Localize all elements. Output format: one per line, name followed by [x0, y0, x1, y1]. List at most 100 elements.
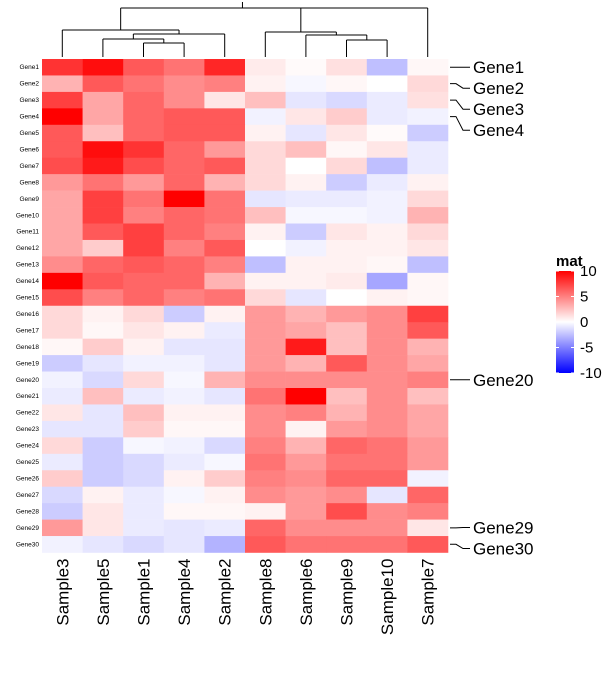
heatmap-cell — [407, 371, 449, 389]
heatmap-cell — [82, 207, 124, 224]
heatmap-cell — [42, 59, 83, 76]
heatmap-cell — [326, 355, 368, 372]
heatmap-cell — [366, 322, 408, 339]
heatmap-cell — [366, 190, 408, 208]
heatmap-cell — [82, 305, 124, 323]
heatmap-cell — [123, 223, 165, 241]
heatmap-cell — [82, 141, 124, 158]
heatmap-cell — [326, 91, 368, 109]
heatmap-cell — [326, 108, 368, 126]
row-label: Gene20 — [16, 377, 40, 384]
heatmap-cell — [285, 437, 327, 455]
heatmap-cell — [123, 157, 165, 175]
heatmap-cell — [42, 256, 83, 274]
heatmap-cell — [407, 453, 449, 471]
heatmap-cell — [326, 223, 368, 241]
heatmap-cell — [204, 519, 246, 537]
heatmap-cell — [285, 305, 327, 323]
heatmap-cell — [285, 404, 327, 422]
heatmap-cell — [163, 486, 205, 504]
heatmap-cell — [245, 355, 286, 372]
heatmap-cell — [326, 503, 368, 520]
heatmap-cell — [366, 338, 408, 356]
heatmap-cell — [407, 75, 449, 93]
heatmap-cell — [123, 453, 165, 471]
heatmap-cell — [123, 503, 165, 520]
heatmap-cell — [163, 174, 205, 191]
heatmap-cell — [245, 371, 286, 389]
heatmap-cell — [163, 388, 205, 405]
heatmap-cell — [123, 486, 165, 504]
legend-tick-label: -5 — [580, 340, 593, 357]
highlighted-gene-label: Gene30 — [473, 540, 534, 559]
heatmap-cell — [326, 486, 368, 504]
heatmap-cell — [407, 536, 449, 553]
heatmap-cell — [245, 124, 286, 142]
heatmap-cell — [326, 190, 368, 208]
row-label: Gene28 — [16, 508, 40, 515]
heatmap-cell — [42, 223, 83, 241]
heatmap-cell — [204, 437, 246, 455]
heatmap-cell — [42, 486, 83, 504]
row-label: Gene5 — [19, 130, 39, 137]
heatmap-cell — [163, 108, 205, 126]
heatmap-cell — [245, 536, 286, 553]
heatmap-cell — [123, 190, 165, 208]
heatmap-cell — [123, 404, 165, 422]
heatmap-cell — [285, 289, 327, 307]
heatmap-cell — [245, 190, 286, 208]
heatmap-cell — [82, 437, 124, 455]
heatmap-cell — [163, 124, 205, 142]
heatmap-cell — [407, 289, 449, 307]
heatmap-cell — [285, 355, 327, 372]
heatmap-cell — [245, 338, 286, 356]
row-label: Gene24 — [16, 443, 40, 450]
heatmap-cell — [163, 338, 205, 356]
heatmap-cell — [245, 470, 286, 487]
row-label: Gene14 — [16, 278, 40, 285]
heatmap-cell — [366, 272, 408, 290]
row-labels: Gene1 Gene2 Gene3 Gene4 Gene5 Gene6 Gene7 Gene8… — [16, 64, 40, 548]
heatmap-cell — [204, 157, 246, 175]
heatmap-cell — [42, 124, 83, 142]
heatmap-cell — [204, 207, 246, 224]
heatmap-cell — [123, 75, 165, 93]
heatmap-cell — [163, 91, 205, 109]
column-labels: Sample3 Sample5 Sample1 Sample4 Sample2 Sampl… — [53, 559, 437, 636]
heatmap-cell — [123, 420, 165, 438]
heatmap-cell — [366, 355, 408, 372]
heatmap-cell — [326, 207, 368, 224]
heatmap-cell — [82, 371, 124, 389]
heatmap-cell — [326, 256, 368, 274]
heatmap-cell — [82, 453, 124, 471]
heatmap-cell — [407, 59, 449, 76]
heatmap-cell — [407, 239, 449, 257]
heatmap-cell — [407, 272, 449, 290]
column-label: Sample7 — [419, 559, 438, 626]
heatmap-cell — [204, 272, 246, 290]
heatmap-cell — [326, 536, 368, 553]
heatmap-cell — [366, 404, 408, 422]
heatmap-cell — [42, 519, 83, 537]
heatmap-cell — [245, 486, 286, 504]
heatmap-cell — [326, 519, 368, 537]
heatmap-cell — [285, 59, 327, 76]
heatmap-cell — [407, 420, 449, 438]
heatmap-cell — [42, 420, 83, 438]
heatmap-cell — [245, 503, 286, 520]
heatmap-cell — [42, 437, 83, 455]
heatmap-cell — [285, 190, 327, 208]
heatmap-cell — [163, 256, 205, 274]
heatmap-cell — [407, 174, 449, 191]
heatmap-cell — [326, 305, 368, 323]
heatmap-cell — [366, 223, 408, 241]
heatmap-cell — [82, 108, 124, 126]
heatmap-cell — [123, 289, 165, 307]
heatmap-cell — [366, 157, 408, 175]
heatmap-cell — [163, 420, 205, 438]
heatmap-cell — [82, 223, 124, 241]
heatmap-cell — [163, 272, 205, 290]
heatmap-cell — [42, 75, 83, 93]
heatmap-cell — [123, 470, 165, 487]
heatmap-cell — [285, 207, 327, 224]
